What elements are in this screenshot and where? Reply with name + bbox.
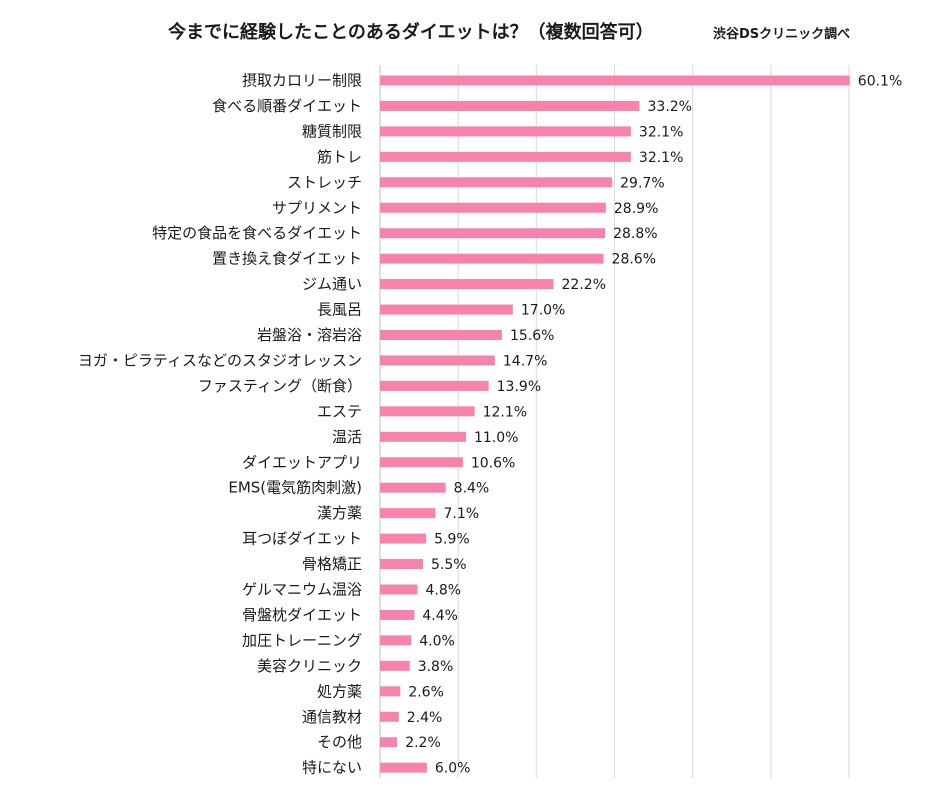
- bar-12: [380, 355, 495, 366]
- category-label-19: 耳つぼダイエット: [242, 530, 362, 548]
- value-label-19: 5.9%: [434, 532, 470, 548]
- category-label-25: 処方薬: [317, 682, 362, 700]
- category-label-12: ヨガ・ピラティスなどのスタジオレッスン: [78, 351, 362, 369]
- value-labels: 60.1% 33.2% 32.1% 32.1% 29.7% 28.9% 28.8% 28.6%…: [405, 74, 902, 777]
- bar-28: [380, 762, 427, 773]
- value-label-18: 7.1%: [443, 506, 479, 522]
- category-label-22: 骨盤枕ダイエット: [242, 606, 362, 624]
- bar-5: [380, 177, 613, 188]
- category-label-20: 骨格矯正: [302, 555, 362, 573]
- value-label-23: 4.0%: [419, 633, 455, 649]
- value-label-28: 6.0%: [435, 761, 471, 777]
- category-label-15: 温活: [332, 428, 362, 446]
- category-label-23: 加圧トレーニング: [242, 631, 362, 649]
- category-label-7: 特定の食品を食べるダイエット: [152, 224, 362, 242]
- category-label-8: 置き換え食ダイエット: [212, 250, 362, 268]
- value-label-20: 5.5%: [431, 557, 467, 573]
- bar-24: [380, 660, 410, 671]
- value-label-13: 13.9%: [497, 379, 541, 395]
- value-label-16: 10.6%: [471, 455, 515, 471]
- bar-7: [380, 228, 606, 239]
- value-label-3: 32.1%: [639, 124, 683, 140]
- category-label-11: 岩盤浴・溶岩浴: [257, 326, 362, 344]
- bar-25: [380, 686, 401, 697]
- category-label-17: EMS(電気筋肉刺激): [228, 479, 362, 497]
- category-label-1: 摂取カロリー制限: [242, 72, 362, 90]
- bar-26: [380, 711, 399, 722]
- bar-2: [380, 100, 640, 111]
- bar-20: [380, 559, 423, 570]
- value-label-4: 32.1%: [639, 150, 683, 166]
- category-label-14: エステ: [317, 402, 362, 420]
- category-label-27: その他: [317, 733, 362, 751]
- category-label-5: ストレッチ: [287, 173, 362, 191]
- value-label-17: 8.4%: [454, 481, 490, 497]
- bar-13: [380, 380, 489, 391]
- bar-6: [380, 202, 606, 213]
- value-label-26: 2.4%: [407, 710, 443, 726]
- bars: [380, 75, 850, 773]
- bar-8: [380, 253, 604, 264]
- bar-16: [380, 457, 463, 468]
- category-label-4: 筋トレ: [317, 148, 362, 166]
- bar-1: [380, 75, 850, 86]
- value-label-5: 29.7%: [620, 175, 664, 191]
- category-label-2: 食べる順番ダイエット: [212, 97, 362, 115]
- value-label-7: 28.8%: [613, 226, 657, 242]
- category-label-9: ジム通い: [302, 275, 362, 293]
- category-label-21: ゲルマニウム温浴: [242, 581, 362, 599]
- category-label-28: 特にない: [302, 759, 362, 777]
- value-label-14: 12.1%: [483, 404, 527, 420]
- category-labels: 摂取カロリー制限食べる順番ダイエット糖質制限筋トレストレッチサプリメント特定の食…: [78, 72, 362, 777]
- bar-17: [380, 482, 446, 493]
- value-label-12: 14.7%: [503, 353, 547, 369]
- value-label-25: 2.6%: [408, 684, 444, 700]
- bar-3: [380, 126, 631, 137]
- value-label-10: 17.0%: [521, 303, 565, 319]
- value-label-22: 4.4%: [422, 608, 458, 624]
- bar-4: [380, 151, 631, 162]
- bar-21: [380, 584, 418, 595]
- bar-19: [380, 533, 427, 544]
- category-label-3: 糖質制限: [302, 122, 362, 140]
- category-label-18: 漢方薬: [317, 504, 362, 522]
- bar-14: [380, 406, 475, 417]
- value-label-24: 3.8%: [418, 659, 454, 675]
- value-label-8: 28.6%: [612, 252, 656, 268]
- category-label-16: ダイエットアプリ: [242, 453, 362, 471]
- bar-18: [380, 508, 436, 519]
- bar-23: [380, 635, 412, 646]
- value-label-21: 4.8%: [426, 583, 462, 599]
- category-label-24: 美容クリニック: [257, 657, 362, 675]
- bar-22: [380, 609, 415, 620]
- value-label-15: 11.0%: [474, 430, 518, 446]
- bar-11: [380, 330, 502, 340]
- value-label-1: 60.1%: [858, 74, 902, 90]
- value-label-6: 28.9%: [614, 201, 658, 217]
- category-label-10: 長風呂: [317, 301, 362, 319]
- value-label-9: 22.2%: [562, 277, 606, 293]
- bar-10: [380, 304, 513, 315]
- chart-source: 渋谷DSクリニック調べ: [713, 26, 850, 42]
- bar-27: [380, 737, 398, 748]
- category-label-6: サプリメント: [272, 199, 362, 217]
- category-label-26: 通信教材: [302, 708, 362, 726]
- value-label-11: 15.6%: [510, 328, 554, 344]
- chart-title: 今までに経験したことのあるダイエットは？（複数回答可）: [168, 21, 654, 43]
- bar-15: [380, 431, 466, 442]
- value-label-27: 2.2%: [405, 735, 441, 751]
- value-label-2: 33.2%: [648, 99, 692, 115]
- category-label-13: ファスティング（断食）: [198, 377, 362, 395]
- bar-9: [380, 279, 554, 290]
